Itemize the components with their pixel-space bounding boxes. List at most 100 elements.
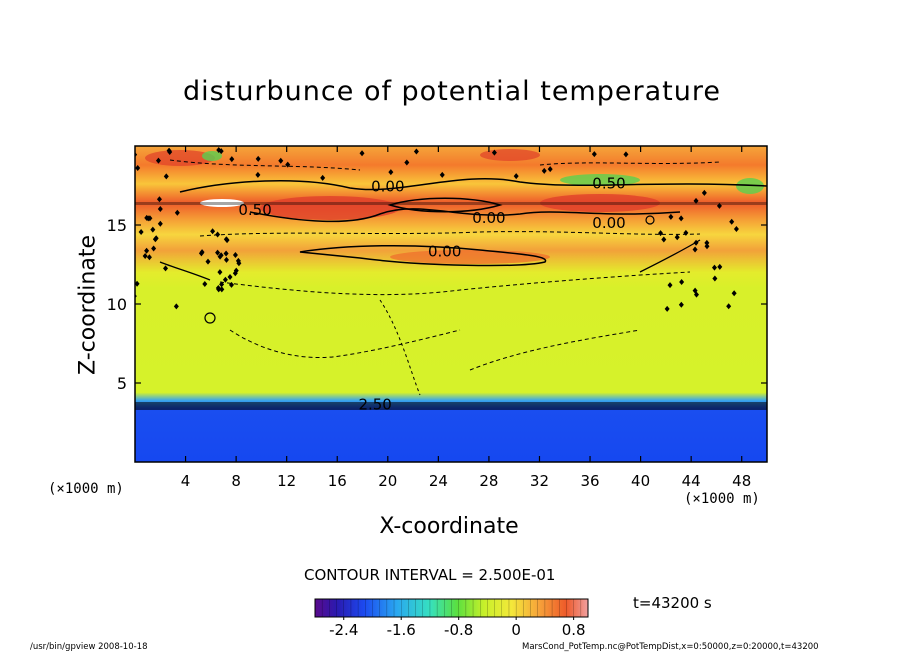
noise-marker	[668, 213, 674, 220]
noise-marker	[215, 231, 221, 238]
warm-blob	[145, 150, 215, 166]
noise-marker	[174, 209, 180, 216]
noise-marker	[667, 282, 673, 289]
contour-line-dashed	[539, 161, 721, 166]
noise-marker	[157, 205, 163, 212]
contour-line-dashed	[469, 329, 641, 371]
noise-marker	[255, 171, 261, 178]
contour-line-dashed	[229, 329, 461, 359]
field-features	[135, 149, 767, 410]
contour-band	[135, 402, 767, 410]
noise-marker	[664, 305, 670, 312]
y-axis-label: Z-coordinate	[75, 235, 101, 375]
warm-blob	[260, 196, 400, 220]
warm-blob	[390, 250, 550, 264]
noise-marker	[704, 239, 710, 246]
noise-marker	[210, 228, 216, 235]
colorbar-tick-label: -0.8	[444, 621, 473, 639]
noise-marker	[157, 220, 163, 227]
x-unit-label-right: (×1000 m)	[684, 491, 760, 507]
noise-marker	[156, 196, 162, 203]
noise-marker	[623, 151, 629, 158]
noise-marker	[413, 148, 419, 155]
noise-marker	[202, 280, 208, 287]
noise-marker	[223, 250, 229, 257]
noise-marker	[232, 270, 238, 277]
noise-marker	[731, 290, 737, 297]
noise-marker	[729, 218, 735, 225]
noise-marker	[219, 286, 225, 293]
noise-marker	[694, 291, 700, 298]
noise-marker	[217, 269, 223, 276]
noise-marker	[692, 246, 698, 253]
noise-marker	[173, 303, 179, 310]
noise-marker	[125, 240, 130, 246]
white-patch	[200, 199, 244, 207]
noise-marker	[717, 263, 723, 270]
colorbar-tick-label: -1.6	[387, 621, 416, 639]
noise-marker	[678, 301, 684, 308]
noise-marker	[704, 243, 710, 250]
noise-marker	[128, 193, 133, 199]
contour-label: 0.50	[238, 201, 271, 219]
x-tick-label: 28	[479, 472, 498, 490]
noise-marker	[135, 165, 141, 172]
noise-marker	[712, 275, 718, 282]
noise-markers	[125, 147, 739, 312]
contour-label: 0.50	[592, 174, 625, 192]
noise-marker	[320, 174, 326, 181]
x-tick-label: 24	[429, 472, 448, 490]
noise-marker	[145, 215, 151, 222]
x-tick-label: 40	[631, 472, 650, 490]
noise-marker	[198, 250, 204, 257]
noise-marker	[679, 278, 685, 285]
noise-marker	[163, 173, 169, 180]
noise-marker	[163, 265, 169, 272]
noise-marker	[388, 169, 394, 176]
noise-marker	[217, 253, 223, 260]
noise-marker	[219, 281, 225, 288]
colorbar-dividers	[321, 599, 582, 617]
colorbar-tick-label: -2.4	[329, 621, 358, 639]
noise-marker	[591, 151, 597, 158]
noise-marker	[404, 159, 410, 166]
contour-band	[135, 202, 767, 205]
x-tick-label: 4	[181, 472, 191, 490]
noise-marker	[701, 189, 707, 196]
noise-marker	[232, 251, 238, 258]
noise-marker	[224, 237, 230, 244]
noise-marker	[658, 230, 664, 237]
contour-interval-text: CONTOUR INTERVAL = 2.500E-01	[304, 566, 556, 584]
contour-loop	[645, 215, 655, 225]
noise-marker	[711, 264, 717, 271]
noise-marker	[439, 171, 445, 178]
noise-marker	[127, 280, 132, 286]
contour-label: 0.00	[472, 209, 505, 227]
contour-line	[179, 178, 767, 193]
noise-marker	[153, 235, 159, 242]
noise-marker	[513, 173, 519, 180]
noise-marker	[278, 157, 284, 164]
contour-line-dashed	[199, 231, 701, 237]
noise-marker	[541, 167, 547, 174]
noise-marker	[150, 226, 156, 233]
noise-marker	[674, 234, 680, 241]
x-tick-label: 44	[682, 472, 701, 490]
noise-marker	[733, 225, 739, 232]
noise-marker	[235, 257, 241, 264]
footer-source: MarsCond_PotTemp.nc@PotTempDist,x=0:5000…	[522, 642, 819, 652]
noise-marker	[205, 258, 211, 265]
x-axis-label: X-coordinate	[379, 514, 519, 539]
x-tick-label: 8	[231, 472, 241, 490]
noise-marker	[547, 166, 553, 173]
noise-marker	[128, 305, 133, 311]
footer-program: /usr/bin/gpview 2008-10-18	[30, 642, 148, 652]
noise-marker	[135, 280, 140, 287]
noise-marker	[227, 273, 233, 280]
noise-marker	[285, 161, 291, 168]
noise-marker	[491, 149, 497, 156]
contour-line-dashed	[219, 271, 691, 296]
contour-loop	[204, 312, 216, 324]
noise-marker	[228, 281, 234, 288]
